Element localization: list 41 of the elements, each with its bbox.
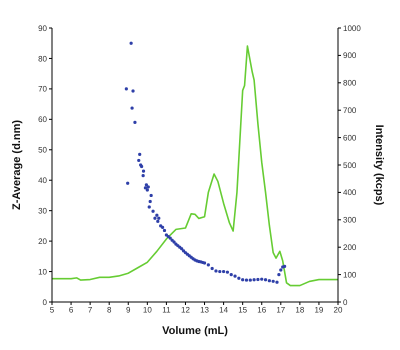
x-tick-label: 15 xyxy=(238,306,248,315)
y-tick-label: 10 xyxy=(38,267,48,276)
y2-tick-label: 1000 xyxy=(343,24,362,33)
x-tick-label: 6 xyxy=(68,306,74,315)
y2-tick-label: 500 xyxy=(343,160,357,170)
y2-tick-label: 0 xyxy=(343,298,348,307)
x-tick-label: 14 xyxy=(219,306,229,315)
y-tick-label: 70 xyxy=(38,84,48,94)
x-tick-label: 8 xyxy=(106,306,112,315)
x-tick-label: 18 xyxy=(295,306,305,315)
y2-tick-label: 400 xyxy=(343,188,357,198)
y2-tick-label: 800 xyxy=(343,78,357,88)
x-tick-label: 11 xyxy=(162,306,172,315)
y2-tick-label: 200 xyxy=(343,243,357,252)
y-tick-label: 50 xyxy=(38,146,48,155)
x-tick-label: 12 xyxy=(181,306,190,315)
y2-tick-label: 300 xyxy=(343,216,357,225)
y-tick-label: 30 xyxy=(38,206,48,216)
x-tick-label: 20 xyxy=(334,306,343,315)
x-tick-label: 16 xyxy=(257,306,267,315)
y-tick-label: 60 xyxy=(38,115,48,124)
x-tick-label: 5 xyxy=(50,306,55,315)
x-tick-label: 7 xyxy=(88,306,93,315)
y-tick-label: 80 xyxy=(38,54,48,64)
y-tick-label: 20 xyxy=(38,236,48,246)
y2-tick-label: 700 xyxy=(343,106,357,116)
y2-tick-label: 100 xyxy=(343,270,357,280)
line-series xyxy=(52,45,338,286)
x-tick-label: 9 xyxy=(126,306,132,315)
y2-axis-title: Intensity (kcps) xyxy=(373,124,386,206)
y-tick-label: 0 xyxy=(42,298,48,307)
y-tick-label: 40 xyxy=(38,176,48,186)
y2-tick-label: 600 xyxy=(343,133,357,142)
x-tick-label: 10 xyxy=(142,306,152,315)
y-tick-label: 90 xyxy=(38,24,48,33)
y-axis-title: Z-Average (d.nm) xyxy=(10,120,23,210)
y2-tick-label: 900 xyxy=(343,51,357,60)
x-axis-title: Volume (mL) xyxy=(162,325,228,337)
x-tick-label: 17 xyxy=(276,306,286,315)
x-tick-label: 19 xyxy=(314,306,324,315)
x-tick-label: 13 xyxy=(200,306,210,315)
